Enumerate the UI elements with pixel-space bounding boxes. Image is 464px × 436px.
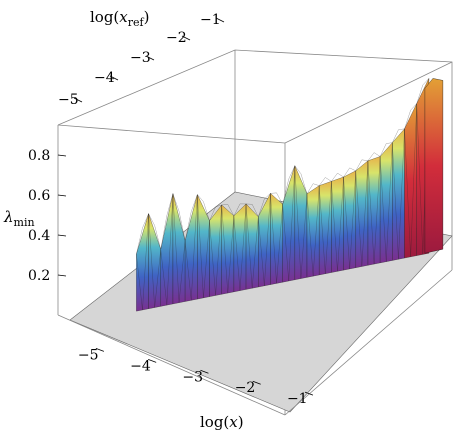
x-tick-label: −1 <box>287 391 308 407</box>
z-tick-label: 0.8 <box>28 148 50 164</box>
surface-facet <box>367 156 381 266</box>
x-axis-ticks: −5 −4 −3 −2 −1 <box>78 347 314 407</box>
y-tick-mark <box>145 55 155 61</box>
surface-facet <box>184 194 198 302</box>
z-tick-label: 0.6 <box>28 188 50 204</box>
surface-facet <box>245 203 259 290</box>
z-axis-ticks: 0.2 0.4 0.6 0.8 <box>28 148 67 284</box>
x-tick-label: −5 <box>78 347 99 363</box>
x-tick-mark <box>304 391 314 396</box>
z-axis-title: λmin <box>3 208 35 229</box>
surface-facet <box>270 192 283 285</box>
surface-facet <box>319 181 332 276</box>
z-tick-label: 0.2 <box>28 268 50 284</box>
surface-facet <box>306 185 320 278</box>
y-tick-label: −1 <box>200 12 221 28</box>
y-tick-mark <box>215 17 225 23</box>
y-axis-title: log(xref) <box>90 8 149 29</box>
y-tick-mark <box>109 75 119 81</box>
surface-facet <box>379 142 393 264</box>
surface-facet <box>172 193 186 305</box>
surface-facet <box>404 103 417 259</box>
x-tick-label: −3 <box>182 369 203 385</box>
bounding-box-front <box>57 269 453 416</box>
z-tick-mark <box>57 154 67 157</box>
surface-facet <box>209 204 222 297</box>
x-tick-label: −2 <box>235 380 256 396</box>
surface-mesh <box>136 77 444 312</box>
z-tick-mark <box>57 194 67 197</box>
y-tick-label: −4 <box>94 70 115 86</box>
y-tick-label: −2 <box>166 30 187 46</box>
y-tick-label: −3 <box>130 50 151 66</box>
z-tick-mark <box>57 274 67 277</box>
surface-facet <box>221 204 235 295</box>
surface-facet <box>233 203 247 293</box>
surface-peak-column <box>424 78 444 254</box>
x-tick-label: −4 <box>130 358 151 374</box>
surface-facet <box>197 194 210 300</box>
y-tick-mark <box>73 97 83 103</box>
y-tick-label: −5 <box>58 92 79 108</box>
surface-facet <box>343 170 356 271</box>
x-tick-mark <box>148 358 157 363</box>
x-tick-mark <box>200 369 209 374</box>
surface-facet <box>355 160 369 268</box>
surface-facet <box>282 165 296 283</box>
x-tick-mark <box>95 348 105 352</box>
surface-facet <box>331 176 344 273</box>
y-tick-mark <box>181 35 191 41</box>
surface-mesh-line <box>416 77 430 255</box>
y-axis-ticks: −5 −4 −3 −2 −1 <box>58 12 225 108</box>
surface-facet <box>160 193 174 307</box>
surface-facet <box>294 165 308 281</box>
x-tick-mark <box>252 380 261 385</box>
x-axis-title: log(x) <box>200 413 244 431</box>
surface-facet <box>392 128 405 261</box>
surface-facet <box>148 213 161 309</box>
z-tick-label: 0.4 <box>28 228 50 244</box>
z-tick-mark <box>57 234 67 237</box>
